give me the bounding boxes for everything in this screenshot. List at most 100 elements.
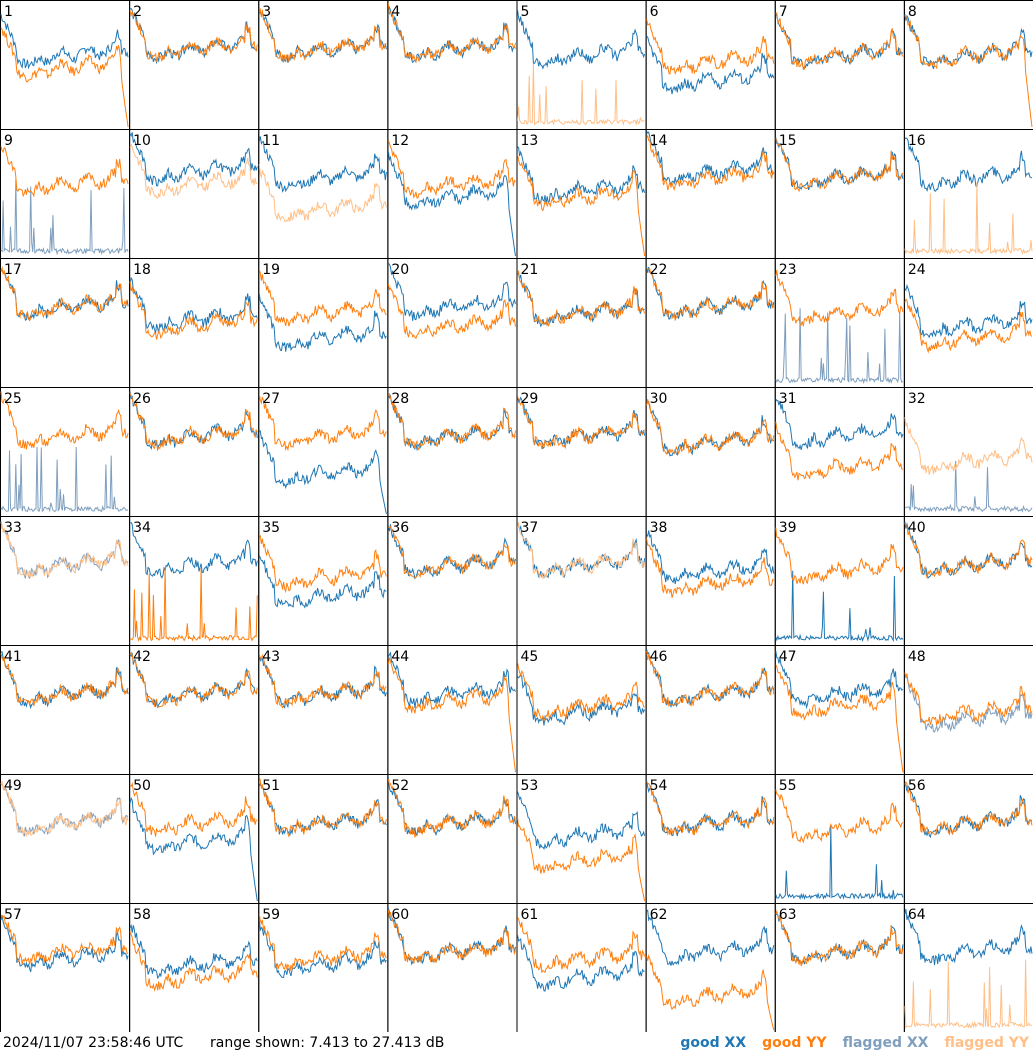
panel-63: 63 [774, 903, 905, 1032]
series-yy [646, 650, 775, 708]
panel-9: 9 [0, 129, 131, 259]
series-xx [646, 130, 775, 186]
series-yy [517, 522, 646, 580]
panel-number: 31 [779, 391, 797, 407]
panel-52: 52 [387, 774, 518, 904]
panel-number: 23 [779, 262, 797, 278]
panel-58: 58 [129, 903, 260, 1032]
series-yy [646, 781, 775, 836]
panel-3: 3 [258, 0, 389, 130]
series-xx [0, 446, 129, 513]
panel-18: 18 [129, 258, 260, 388]
panel-number: 26 [133, 391, 151, 407]
series-yy [904, 15, 1033, 128]
panel-14: 14 [645, 129, 776, 259]
series-xx [259, 430, 387, 515]
panel-number: 39 [779, 520, 797, 536]
panel-number: 10 [133, 133, 151, 149]
series-xx [775, 912, 904, 965]
series-yy [387, 393, 516, 451]
panel-number: 21 [521, 262, 539, 278]
panel-50: 50 [129, 774, 260, 904]
panel-number: 48 [908, 649, 926, 665]
series-yy [0, 522, 129, 578]
panel-number: 62 [650, 907, 668, 923]
series-xx [517, 673, 646, 726]
panel-28: 28 [387, 387, 518, 517]
series-xx [517, 271, 645, 328]
panel-35: 35 [258, 516, 389, 646]
series-yy [646, 538, 775, 598]
series-yy [646, 954, 775, 1031]
series-yy [129, 931, 258, 992]
panel-27: 27 [258, 387, 389, 517]
panel-40: 40 [903, 516, 1033, 646]
panel-56: 56 [903, 774, 1033, 904]
panel-frame [0, 129, 131, 259]
series-yy [387, 657, 516, 773]
panel-frame [258, 0, 389, 130]
panel-number: 27 [262, 391, 280, 407]
panel-4: 4 [387, 0, 518, 130]
panel-41: 41 [0, 645, 131, 775]
series-yy [904, 298, 1033, 354]
panel-23: 23 [774, 258, 905, 388]
panel-38: 38 [645, 516, 776, 646]
panel-number: 33 [4, 520, 22, 536]
panel-26: 26 [129, 387, 260, 517]
panel-number: 44 [391, 649, 409, 665]
series-xx [387, 524, 516, 580]
series-yy [904, 672, 1033, 726]
series-yy [517, 397, 645, 450]
series-xx [517, 9, 646, 70]
panel-10: 10 [129, 129, 260, 259]
series-xx [130, 522, 258, 579]
series-yy [775, 909, 904, 967]
series-xx [258, 10, 387, 63]
series-xx [775, 12, 904, 71]
series-xx [0, 651, 129, 710]
series-yy [129, 567, 258, 642]
legend-good-yy: good YY [762, 1035, 827, 1051]
panel-number: 12 [391, 133, 409, 149]
series-xx [258, 293, 387, 352]
series-xx [258, 136, 387, 193]
series-yy [904, 416, 1033, 475]
series-xx [129, 132, 258, 187]
series-xx [258, 919, 387, 979]
panel-7: 7 [774, 0, 905, 130]
series-yy [129, 143, 258, 199]
series-xx [775, 825, 904, 901]
panel-16: 16 [903, 129, 1033, 259]
panel-36: 36 [387, 516, 518, 646]
panel-51: 51 [258, 774, 389, 904]
series-yy [258, 914, 387, 972]
panel-29: 29 [516, 387, 647, 517]
panel-49: 49 [0, 774, 131, 904]
panel-37: 37 [516, 516, 647, 646]
series-yy [258, 534, 387, 594]
panel-number: 34 [133, 520, 151, 536]
series-xx [129, 391, 258, 451]
panel-number: 40 [908, 520, 926, 536]
series-yy [258, 394, 387, 452]
series-xx [387, 394, 516, 451]
panel-19: 19 [258, 258, 389, 388]
panel-number: 32 [908, 391, 926, 407]
series-yy [0, 391, 129, 450]
series-yy [129, 392, 258, 452]
series-yy [775, 789, 904, 844]
panel-number: 2 [133, 4, 142, 20]
series-yy [775, 664, 904, 773]
panel-number: 43 [262, 649, 280, 665]
series-yy [388, 525, 516, 579]
panel-25: 25 [0, 387, 131, 517]
series-xx [0, 269, 129, 321]
panel-17: 17 [0, 258, 131, 388]
series-yy [517, 817, 646, 902]
panel-48: 48 [903, 645, 1033, 775]
series-xx [388, 263, 516, 321]
series-yy [517, 154, 646, 257]
series-xx [904, 676, 1033, 733]
series-xx [517, 396, 646, 450]
